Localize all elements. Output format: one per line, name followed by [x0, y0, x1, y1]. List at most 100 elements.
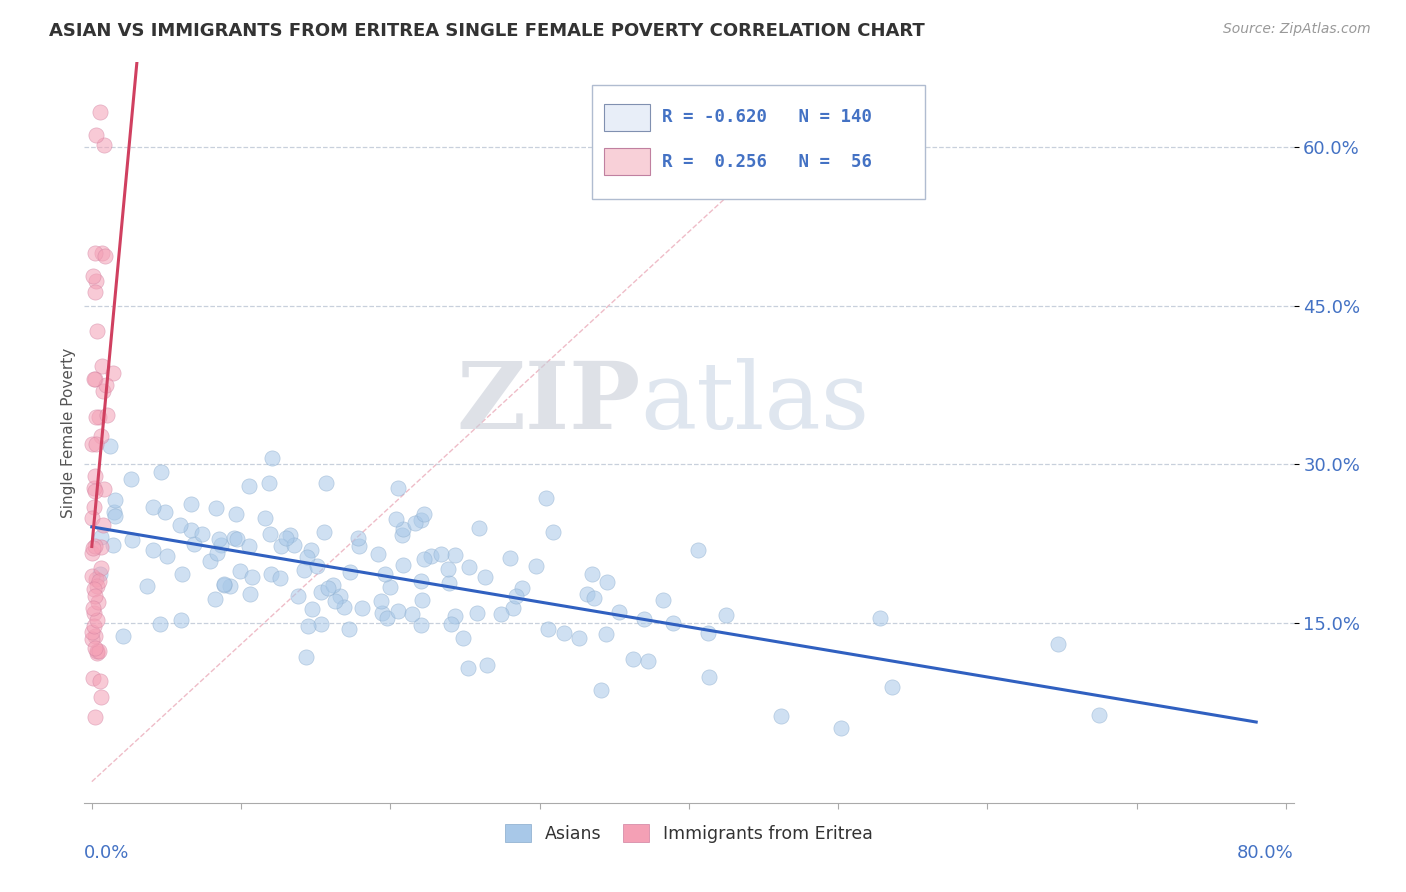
- Point: [90, 359, 112, 373]
- Point: [90, 690, 112, 704]
- Point: [568, 631, 591, 645]
- Point: [84, 589, 107, 603]
- Point: [84, 539, 107, 553]
- Point: [238, 479, 260, 493]
- Point: [84, 245, 107, 260]
- Point: [150, 466, 173, 480]
- Point: [153, 505, 176, 519]
- Point: [699, 670, 721, 684]
- Point: [420, 549, 443, 563]
- Point: [510, 581, 533, 595]
- Point: [287, 589, 309, 603]
- Point: [412, 507, 434, 521]
- Point: [82, 268, 104, 283]
- Point: [84, 285, 107, 300]
- Point: [468, 520, 491, 534]
- Point: [83, 469, 105, 483]
- Point: [1088, 708, 1111, 723]
- Point: [84, 629, 107, 643]
- Point: [623, 652, 645, 666]
- Point: [583, 591, 606, 605]
- Point: [269, 571, 291, 585]
- Point: [444, 548, 467, 562]
- Point: [259, 526, 281, 541]
- Point: [371, 606, 394, 620]
- Text: 80.0%: 80.0%: [1237, 844, 1294, 862]
- Point: [86, 613, 108, 627]
- Point: [299, 543, 322, 558]
- Point: [204, 592, 226, 607]
- Point: [170, 567, 193, 582]
- Point: [180, 524, 202, 538]
- Point: [411, 513, 433, 527]
- Point: [83, 500, 105, 514]
- Text: ZIP: ZIP: [457, 358, 641, 448]
- Point: [536, 622, 558, 636]
- Point: [292, 562, 315, 576]
- Point: [86, 579, 108, 593]
- Point: [86, 646, 108, 660]
- Point: [505, 589, 527, 603]
- Point: [170, 614, 193, 628]
- Point: [149, 617, 172, 632]
- Point: [98, 439, 121, 453]
- Point: [591, 683, 613, 698]
- Point: [94, 248, 117, 262]
- Point: [226, 533, 249, 547]
- Point: [316, 581, 339, 595]
- Point: [652, 593, 675, 607]
- Point: [315, 475, 337, 490]
- Point: [212, 577, 235, 591]
- Point: [411, 593, 433, 607]
- Point: [283, 538, 305, 552]
- Point: [412, 552, 434, 566]
- Point: [191, 526, 214, 541]
- Point: [83, 640, 105, 655]
- Point: [208, 532, 231, 546]
- Point: [770, 708, 793, 723]
- Point: [89, 567, 111, 582]
- Point: [457, 560, 479, 574]
- Text: Source: ZipAtlas.com: Source: ZipAtlas.com: [1223, 22, 1371, 37]
- Point: [84, 436, 107, 450]
- Point: [830, 721, 852, 735]
- Point: [224, 531, 246, 545]
- Point: [350, 601, 373, 615]
- Point: [347, 531, 370, 545]
- Point: [439, 617, 461, 632]
- Point: [297, 550, 319, 565]
- Point: [312, 525, 335, 540]
- Point: [553, 625, 575, 640]
- Point: [309, 617, 332, 632]
- Point: [93, 138, 115, 153]
- Point: [80, 546, 103, 560]
- Point: [392, 523, 415, 537]
- Point: [686, 542, 709, 557]
- Point: [94, 378, 117, 392]
- Point: [581, 567, 603, 582]
- Text: R =  0.256   N =  56: R = 0.256 N = 56: [662, 153, 872, 170]
- Point: [200, 554, 222, 568]
- Point: [225, 507, 247, 521]
- Point: [475, 658, 498, 673]
- Point: [86, 325, 108, 339]
- Point: [322, 577, 344, 591]
- Point: [96, 409, 118, 423]
- Point: [90, 246, 112, 260]
- Point: [323, 594, 346, 608]
- Point: [84, 274, 107, 288]
- Point: [212, 577, 235, 591]
- Point: [205, 546, 228, 560]
- Point: [101, 366, 124, 380]
- Point: [633, 612, 655, 626]
- Point: [607, 606, 630, 620]
- Point: [80, 624, 103, 639]
- Point: [89, 105, 111, 120]
- Point: [430, 547, 453, 561]
- Point: [254, 511, 277, 525]
- Point: [499, 550, 522, 565]
- Point: [305, 559, 328, 574]
- Point: [882, 680, 904, 694]
- Point: [80, 632, 103, 647]
- Point: [596, 575, 619, 590]
